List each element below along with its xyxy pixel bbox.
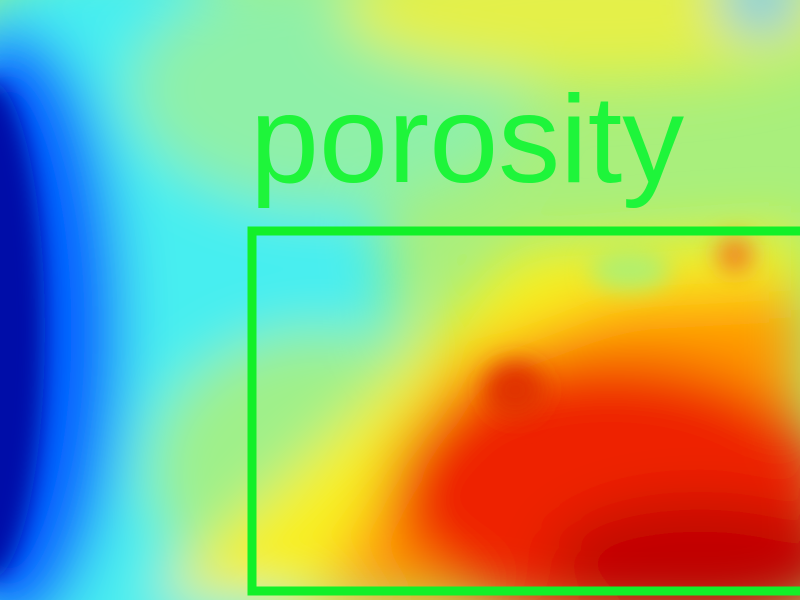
region-box (247, 226, 800, 596)
region-label: porosity (250, 71, 684, 209)
